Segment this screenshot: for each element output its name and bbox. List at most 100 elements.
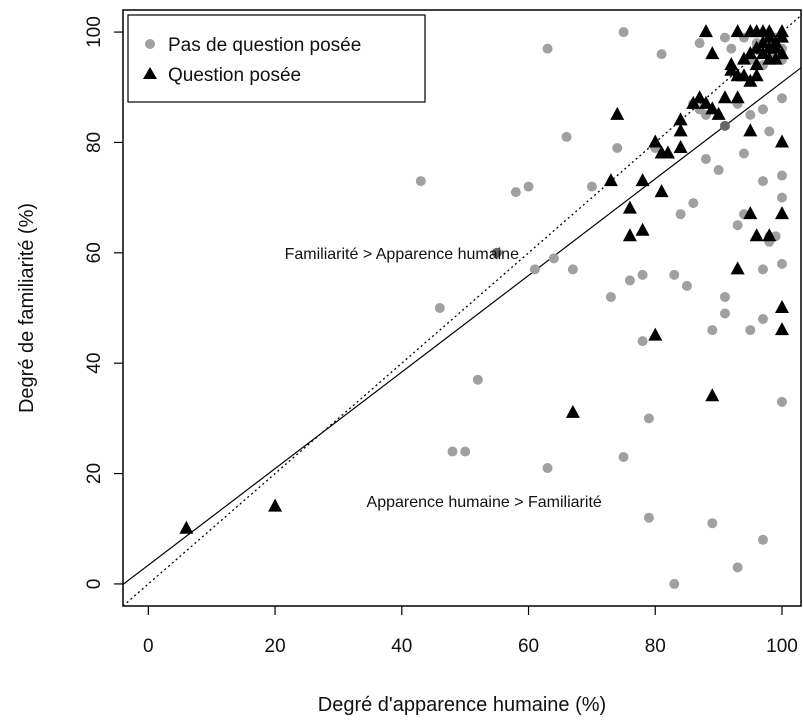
point-no-question	[776, 192, 787, 203]
point-question	[698, 24, 713, 38]
data-points	[179, 24, 789, 589]
point-no-question	[529, 264, 540, 275]
point-question	[774, 206, 789, 220]
legend: Pas de question posée Question posée	[127, 14, 426, 103]
point-no-question	[757, 104, 768, 115]
annotation-upper: Familiarité > Apparence humaine	[285, 246, 519, 263]
point-question	[736, 68, 751, 82]
point-question	[705, 388, 720, 402]
point-no-question	[643, 512, 654, 523]
legend-label-no-question: Pas de question posée	[168, 35, 361, 56]
point-question	[730, 261, 745, 275]
point-no-question	[719, 32, 730, 43]
regression-line	[123, 67, 801, 585]
point-question	[762, 228, 777, 242]
y-tick-label: 80	[84, 132, 105, 153]
point-no-question	[757, 176, 768, 187]
reference-lines	[123, 15, 801, 606]
point-no-question	[732, 220, 743, 231]
point-question	[774, 24, 789, 38]
point-question	[692, 90, 707, 104]
point-question	[673, 139, 688, 153]
x-tick-label: 100	[766, 636, 798, 657]
point-question	[730, 90, 745, 104]
point-question	[768, 40, 783, 54]
point-question	[635, 173, 650, 187]
x-axis: 0 20 40 60 80 100	[143, 606, 798, 657]
point-question	[749, 57, 764, 71]
point-question	[648, 327, 663, 341]
point-no-question	[510, 187, 521, 198]
point-no-question	[726, 43, 737, 54]
plot-frame	[122, 9, 802, 607]
y-tick-label: 100	[84, 16, 105, 48]
point-no-question	[523, 181, 534, 192]
point-no-question	[719, 308, 730, 319]
x-tick-label: 0	[143, 636, 154, 657]
point-no-question	[605, 291, 616, 302]
annotation-lower: Apparence humaine > Familiarité	[367, 494, 602, 511]
point-question	[749, 228, 764, 242]
y-tick-label: 20	[84, 463, 105, 484]
point-question	[717, 90, 732, 104]
point-no-question	[612, 142, 623, 153]
point-no-question	[656, 49, 667, 60]
legend-marker-triangle	[143, 67, 157, 79]
point-no-question	[738, 148, 749, 159]
identity-line	[123, 15, 801, 606]
y-axis: 0 20 40 60 80 100	[84, 16, 123, 589]
point-question	[774, 46, 789, 60]
point-no-question	[669, 578, 680, 589]
x-tick-label: 60	[518, 636, 539, 657]
point-question	[774, 300, 789, 313]
point-question	[749, 68, 764, 82]
point-no-question	[719, 291, 730, 302]
point-no-question	[694, 38, 705, 49]
point-question	[724, 57, 739, 71]
legend-marker-circle	[145, 39, 155, 49]
x-tick-label: 40	[391, 636, 412, 657]
point-no-question	[434, 303, 445, 313]
point-no-question	[732, 562, 743, 573]
point-no-question	[561, 131, 572, 142]
point-no-question	[637, 269, 648, 280]
y-axis-title: Degré de familiarité (%)	[16, 203, 38, 413]
point-no-question	[624, 275, 635, 286]
y-tick-label: 0	[84, 579, 105, 590]
point-question	[698, 95, 713, 109]
point-no-question	[757, 264, 768, 275]
point-no-question	[472, 374, 483, 385]
point-no-question	[776, 258, 787, 269]
point-no-question	[681, 280, 692, 291]
point-no-question	[675, 209, 686, 220]
point-question	[268, 498, 283, 512]
point-no-question	[542, 43, 553, 54]
point-no-question	[460, 446, 471, 457]
point-question	[622, 200, 637, 214]
point-question	[622, 228, 637, 242]
point-no-question	[491, 247, 502, 258]
point-question	[654, 184, 669, 198]
point-question	[730, 24, 745, 38]
point-question	[774, 134, 789, 148]
point-no-question	[776, 396, 787, 407]
point-no-question	[415, 176, 426, 187]
point-no-question	[637, 336, 648, 347]
point-no-question	[586, 181, 597, 192]
point-no-question	[757, 314, 768, 325]
y-tick-label: 60	[84, 242, 105, 263]
point-no-question	[776, 93, 787, 104]
point-no-question	[669, 269, 680, 280]
x-tick-label: 80	[645, 636, 666, 657]
x-axis-title: Degré d'apparence humaine (%)	[318, 694, 606, 716]
x-tick-label: 20	[265, 636, 286, 657]
point-no-question	[542, 463, 553, 474]
point-question	[711, 106, 726, 120]
point-no-question	[447, 446, 458, 457]
point-question	[610, 106, 625, 120]
point-no-question	[719, 120, 730, 131]
point-question	[673, 112, 688, 126]
point-question	[648, 134, 663, 148]
